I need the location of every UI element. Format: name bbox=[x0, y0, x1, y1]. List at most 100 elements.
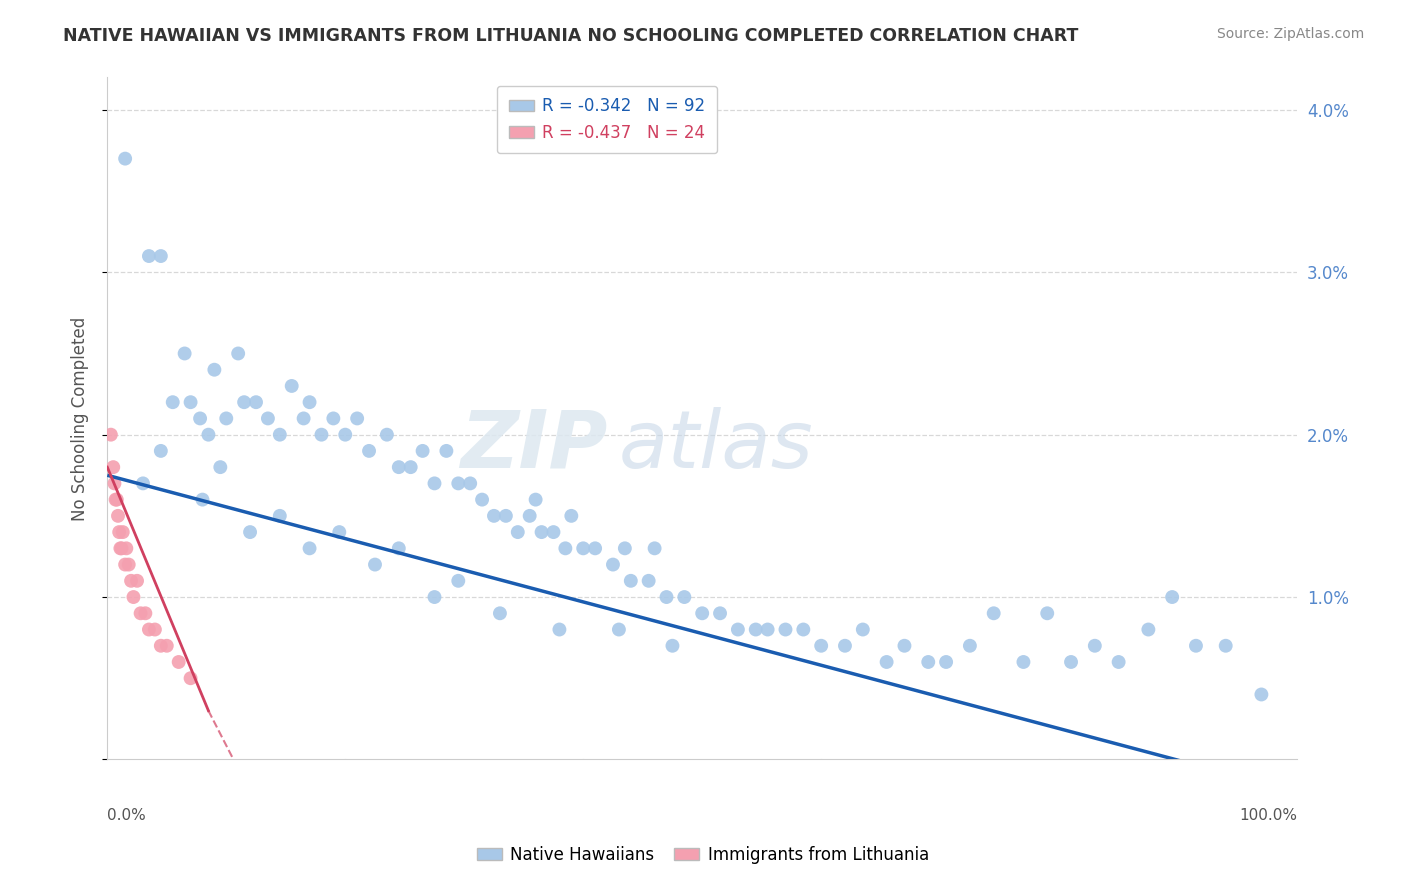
Point bbox=[917, 655, 939, 669]
Point bbox=[180, 671, 202, 685]
Point bbox=[149, 249, 172, 263]
Point bbox=[209, 460, 232, 475]
Point bbox=[364, 558, 387, 572]
Point bbox=[1084, 639, 1107, 653]
Point bbox=[180, 395, 202, 409]
Point bbox=[727, 623, 749, 637]
Point bbox=[103, 476, 125, 491]
Point bbox=[893, 639, 915, 653]
Text: 100.0%: 100.0% bbox=[1239, 808, 1298, 823]
Point bbox=[103, 460, 125, 475]
Point bbox=[530, 525, 553, 540]
Point bbox=[108, 525, 131, 540]
Point bbox=[245, 395, 267, 409]
Point bbox=[138, 249, 160, 263]
Point bbox=[471, 492, 494, 507]
Point bbox=[375, 427, 398, 442]
Point bbox=[149, 443, 172, 458]
Point bbox=[1250, 688, 1272, 702]
Point bbox=[132, 476, 155, 491]
Point bbox=[644, 541, 666, 556]
Point bbox=[495, 508, 517, 523]
Point bbox=[357, 443, 380, 458]
Point bbox=[447, 476, 470, 491]
Point bbox=[292, 411, 315, 425]
Point bbox=[215, 411, 238, 425]
Point bbox=[346, 411, 368, 425]
Point bbox=[1185, 639, 1208, 653]
Point bbox=[1215, 639, 1237, 653]
Point bbox=[269, 427, 291, 442]
Point bbox=[602, 558, 624, 572]
Point bbox=[280, 379, 302, 393]
Point bbox=[423, 476, 446, 491]
Text: Source: ZipAtlas.com: Source: ZipAtlas.com bbox=[1216, 27, 1364, 41]
Point bbox=[412, 443, 434, 458]
Point bbox=[111, 525, 134, 540]
Point bbox=[233, 395, 256, 409]
Point bbox=[489, 607, 512, 621]
Point bbox=[673, 590, 696, 604]
Text: atlas: atlas bbox=[619, 407, 814, 484]
Point bbox=[269, 508, 291, 523]
Point bbox=[388, 460, 411, 475]
Point bbox=[162, 395, 184, 409]
Point bbox=[1137, 623, 1160, 637]
Point bbox=[935, 655, 957, 669]
Point bbox=[637, 574, 659, 588]
Point bbox=[197, 427, 219, 442]
Point bbox=[709, 607, 731, 621]
Point bbox=[524, 492, 547, 507]
Point bbox=[745, 623, 768, 637]
Point bbox=[149, 639, 172, 653]
Point bbox=[134, 607, 156, 621]
Point bbox=[167, 655, 190, 669]
Point bbox=[120, 574, 142, 588]
Text: 0.0%: 0.0% bbox=[107, 808, 146, 823]
Point bbox=[328, 525, 350, 540]
Point bbox=[852, 623, 875, 637]
Text: ZIP: ZIP bbox=[460, 407, 607, 484]
Point bbox=[114, 558, 136, 572]
Point bbox=[115, 541, 138, 556]
Point bbox=[959, 639, 981, 653]
Point bbox=[298, 395, 321, 409]
Point bbox=[661, 639, 683, 653]
Text: NATIVE HAWAIIAN VS IMMIGRANTS FROM LITHUANIA NO SCHOOLING COMPLETED CORRELATION : NATIVE HAWAIIAN VS IMMIGRANTS FROM LITHU… bbox=[63, 27, 1078, 45]
Point bbox=[834, 639, 856, 653]
Point bbox=[191, 492, 214, 507]
Point bbox=[519, 508, 541, 523]
Legend: Native Hawaiians, Immigrants from Lithuania: Native Hawaiians, Immigrants from Lithua… bbox=[471, 839, 935, 871]
Point bbox=[399, 460, 422, 475]
Point bbox=[298, 541, 321, 556]
Point bbox=[100, 427, 122, 442]
Point bbox=[122, 590, 145, 604]
Point bbox=[447, 574, 470, 588]
Point bbox=[188, 411, 211, 425]
Point bbox=[613, 541, 636, 556]
Point bbox=[226, 346, 249, 360]
Y-axis label: No Schooling Completed: No Schooling Completed bbox=[72, 317, 89, 521]
Point bbox=[792, 623, 814, 637]
Point bbox=[620, 574, 643, 588]
Point bbox=[104, 492, 127, 507]
Point bbox=[202, 362, 225, 376]
Point bbox=[756, 623, 779, 637]
Point bbox=[105, 492, 128, 507]
Point bbox=[138, 623, 160, 637]
Point bbox=[506, 525, 529, 540]
Point bbox=[118, 558, 141, 572]
Point bbox=[311, 427, 333, 442]
Point bbox=[125, 574, 148, 588]
Point bbox=[114, 152, 136, 166]
Point bbox=[156, 639, 179, 653]
Point bbox=[423, 590, 446, 604]
Point bbox=[1012, 655, 1035, 669]
Point bbox=[572, 541, 595, 556]
Point bbox=[239, 525, 262, 540]
Point bbox=[775, 623, 797, 637]
Point bbox=[335, 427, 357, 442]
Point bbox=[107, 508, 129, 523]
Point bbox=[322, 411, 344, 425]
Point bbox=[583, 541, 606, 556]
